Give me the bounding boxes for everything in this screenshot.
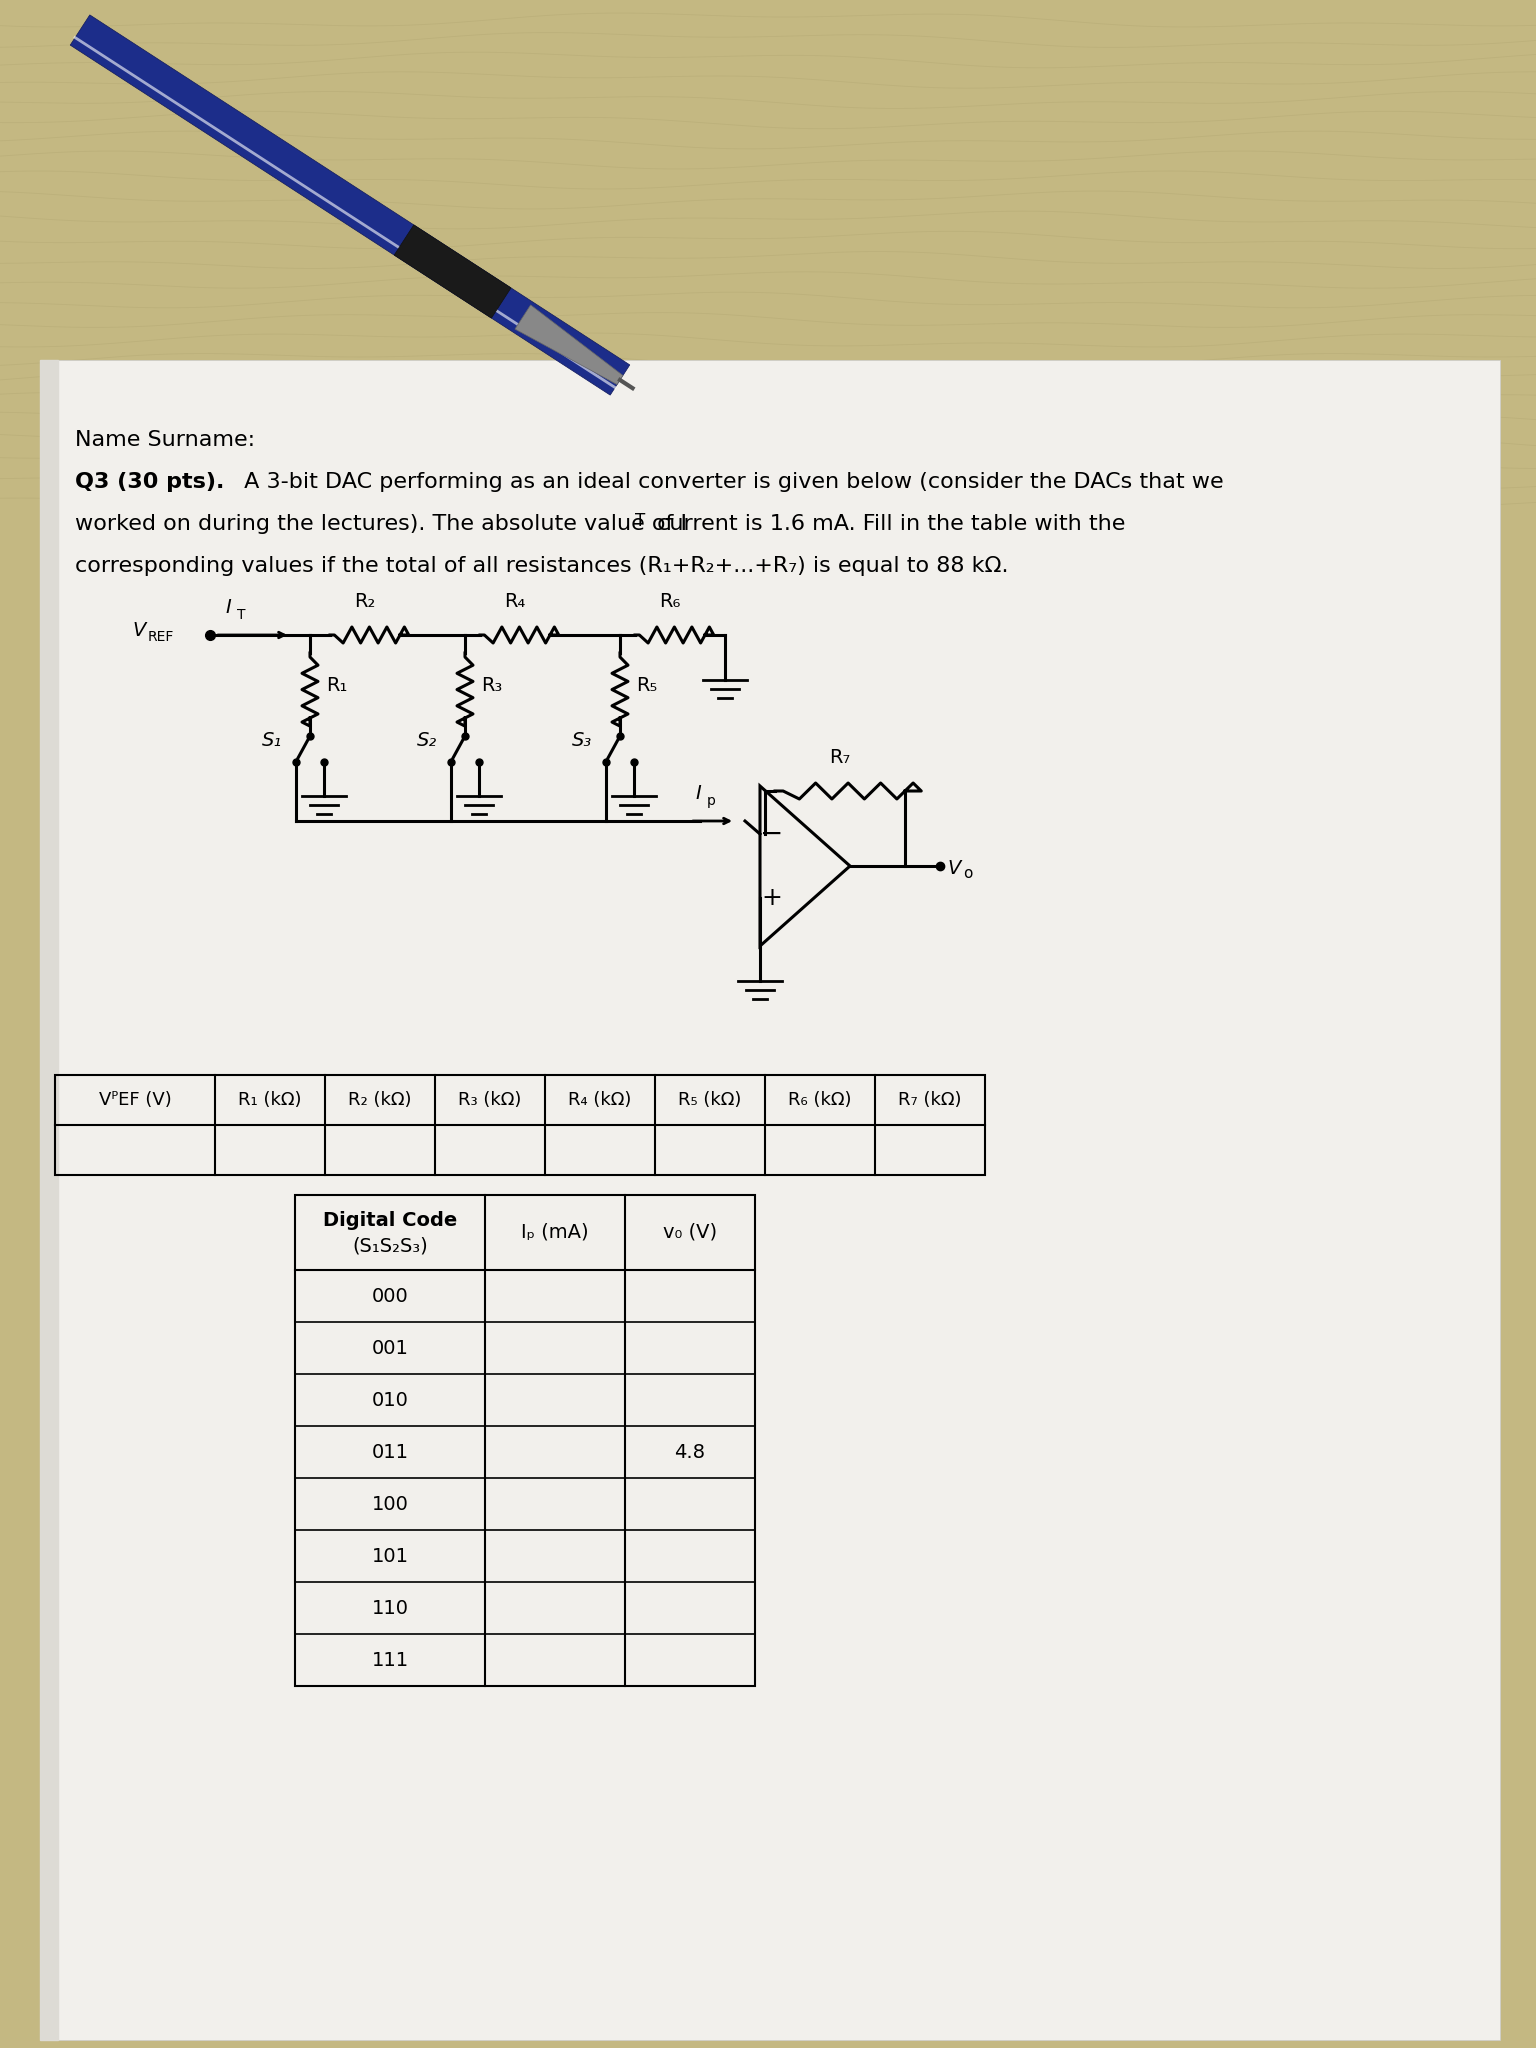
Text: Digital Code: Digital Code <box>323 1210 458 1231</box>
Bar <box>295 1194 756 1686</box>
Text: 110: 110 <box>372 1599 409 1618</box>
Text: −: − <box>760 819 783 848</box>
Text: V: V <box>132 621 146 641</box>
Text: R₁ (kΩ): R₁ (kΩ) <box>238 1092 301 1110</box>
Text: R₅ (kΩ): R₅ (kΩ) <box>679 1092 742 1110</box>
Bar <box>55 1075 985 1176</box>
Text: 4.8: 4.8 <box>674 1442 705 1462</box>
Text: Name Surname:: Name Surname: <box>75 430 255 451</box>
Text: R₄ (kΩ): R₄ (kΩ) <box>568 1092 631 1110</box>
Text: R₂ (kΩ): R₂ (kΩ) <box>349 1092 412 1110</box>
Text: p: p <box>707 795 716 809</box>
Text: 011: 011 <box>372 1442 409 1462</box>
Text: R₇ (kΩ): R₇ (kΩ) <box>899 1092 962 1110</box>
Text: R₃: R₃ <box>481 676 502 694</box>
Text: VᴾEF (V): VᴾEF (V) <box>98 1092 172 1110</box>
Text: I: I <box>694 784 700 803</box>
Text: 001: 001 <box>372 1339 409 1358</box>
Text: A 3-bit DAC performing as an ideal converter is given below (consider the DACs t: A 3-bit DAC performing as an ideal conve… <box>237 471 1224 492</box>
Text: R₃ (kΩ): R₃ (kΩ) <box>458 1092 522 1110</box>
Text: Q3 (30 pts).: Q3 (30 pts). <box>75 471 224 492</box>
Text: R₆: R₆ <box>659 592 680 610</box>
Text: Iₚ (mA): Iₚ (mA) <box>521 1223 588 1241</box>
Text: 000: 000 <box>372 1286 409 1305</box>
Text: S₂: S₂ <box>416 731 438 750</box>
Text: R₂: R₂ <box>355 592 376 610</box>
Text: I: I <box>224 598 230 616</box>
Text: 100: 100 <box>372 1495 409 1513</box>
Text: V: V <box>948 858 960 877</box>
Text: v₀ (V): v₀ (V) <box>664 1223 717 1241</box>
Text: worked on during the lectures). The absolute value of I: worked on during the lectures). The abso… <box>75 514 687 535</box>
Text: o: o <box>963 866 972 881</box>
Text: R₇: R₇ <box>829 748 851 768</box>
Text: 111: 111 <box>372 1651 409 1669</box>
Text: T: T <box>237 608 246 623</box>
Bar <box>0 0 1536 520</box>
Polygon shape <box>71 14 630 395</box>
Polygon shape <box>395 225 511 317</box>
Polygon shape <box>515 305 624 385</box>
Text: REF: REF <box>147 631 175 643</box>
Bar <box>40 360 1501 2040</box>
Text: 010: 010 <box>372 1391 409 1409</box>
Text: R₁: R₁ <box>326 676 347 694</box>
Text: (S₁S₂S₃): (S₁S₂S₃) <box>352 1237 429 1255</box>
Text: +: + <box>762 887 782 909</box>
Text: corresponding values if the total of all resistances (R₁+R₂+...+R₇) is equal to : corresponding values if the total of all… <box>75 555 1009 575</box>
Text: S₁: S₁ <box>261 731 283 750</box>
Text: R₆ (kΩ): R₆ (kΩ) <box>788 1092 852 1110</box>
Text: current is 1.6 mA. Fill in the table with the: current is 1.6 mA. Fill in the table wit… <box>650 514 1126 535</box>
Text: 101: 101 <box>372 1546 409 1565</box>
Text: S₃: S₃ <box>571 731 591 750</box>
Bar <box>40 360 58 2040</box>
Text: T: T <box>634 512 645 530</box>
Text: R₅: R₅ <box>636 676 657 694</box>
Text: R₄: R₄ <box>504 592 525 610</box>
